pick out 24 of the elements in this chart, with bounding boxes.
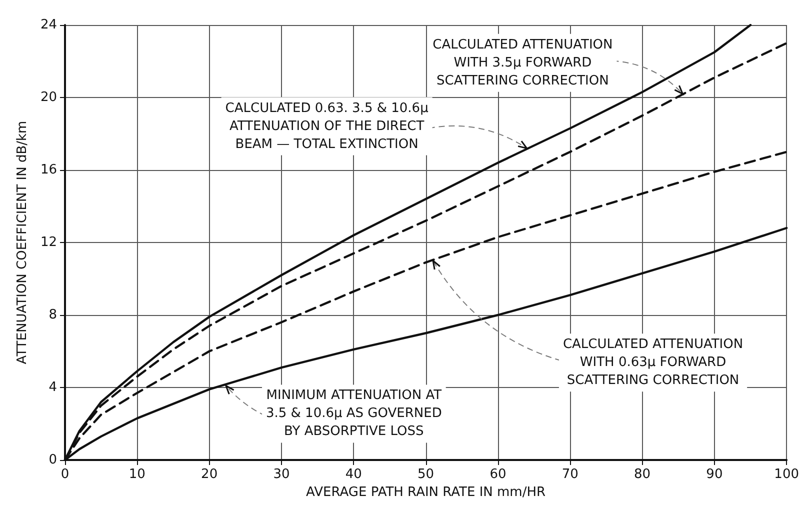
y-tick-label: 8	[48, 308, 57, 322]
y-tick-label: 4	[48, 380, 57, 395]
y-tick-label: 0	[48, 452, 57, 468]
x-tick-label: 70	[562, 467, 578, 482]
y-tick-label: 20	[40, 90, 57, 105]
x-tick-label: 90	[706, 467, 723, 482]
annotation: CALCULATED ATTENUATION WITH 3.5μ FORWARD SCATTERING CORRECTION	[432, 37, 613, 88]
x-tick-label: 60	[490, 467, 506, 482]
x-tick-label: 100	[774, 467, 800, 482]
y-axis-title: ATTENUATION COEFFICIENT IN dB/km	[15, 120, 30, 364]
x-tick-label: 80	[634, 467, 651, 482]
y-tick-label: 24	[40, 18, 57, 32]
x-axis-title: AVERAGE PATH RAIN RATE IN mm/HR	[306, 484, 546, 500]
annotation: MINIMUM ATTENUATION AT 3.5 & 10.6μ AS GOVERNED BY ABSORPTIVE LOSS	[266, 388, 442, 440]
y-tick-label: 16	[40, 162, 57, 178]
x-tick-label: 40	[345, 467, 362, 482]
annotation: CALCULATED 0.63. 3.5 & 10.6μ ATTENUATION OF THE DIRECT BEAM — TOTAL EXTINCTION	[225, 100, 428, 152]
x-tick-label: 20	[201, 467, 218, 482]
x-tick-label: 0	[60, 467, 70, 482]
x-tick-label: 10	[128, 467, 146, 482]
x-tick-label: 50	[418, 467, 434, 482]
y-tick-label: 12	[40, 235, 57, 250]
annotation: CALCULATED ATTENUATION WITH 0.63μ FORWARD SCATTERING CORRECTION	[562, 337, 744, 388]
x-tick-label: 30	[273, 467, 290, 482]
